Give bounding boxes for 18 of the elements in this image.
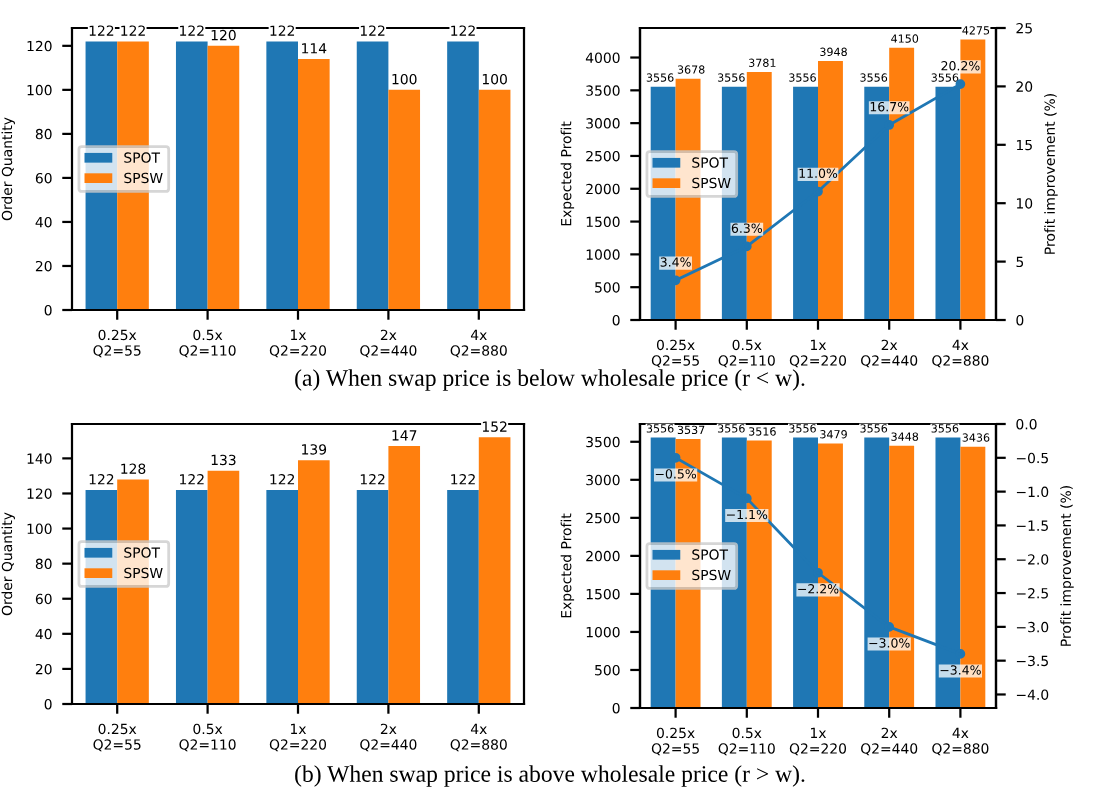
bar [447,41,479,310]
text: (b) When swap price is above wholesale price (r > w). [295,765,805,787]
bar [478,89,511,310]
bar [266,489,298,704]
bar [298,59,330,310]
text: (a) When swap price is below wholesale price (r < w). [295,369,805,391]
bar [388,446,421,704]
bar [447,489,479,704]
bar [175,489,208,704]
bar [478,437,511,704]
bar [266,41,298,310]
bar [356,489,389,704]
bar [207,470,240,704]
bar [356,41,389,310]
bar [175,41,208,310]
bar [298,460,330,704]
bar [207,45,240,310]
bar [388,89,421,310]
